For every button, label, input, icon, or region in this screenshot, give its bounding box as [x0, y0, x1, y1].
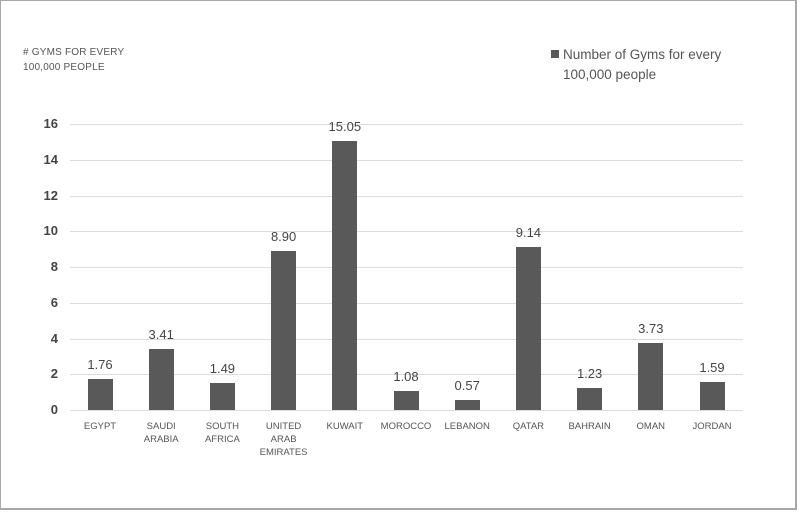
data-label: 1.23: [576, 366, 603, 381]
bar: [87, 378, 113, 410]
bar: [577, 388, 603, 410]
gridline: [70, 231, 743, 233]
x-tick-label: KUWAIT: [326, 421, 364, 432]
data-label: 8.90: [270, 228, 297, 244]
x-tick-label: SAUDI ARABIA: [143, 421, 179, 445]
y-tick-label: 8: [50, 259, 58, 274]
gridline: [70, 374, 743, 376]
data-label: 1.49: [209, 361, 236, 377]
data-label: 0.57: [454, 377, 480, 393]
legend: Number of Gyms for every 100,000 people: [551, 45, 721, 85]
bar: [332, 140, 358, 410]
data-label: 1.08: [393, 368, 419, 384]
y-tick-label: 6: [50, 294, 58, 310]
gridline: [70, 124, 743, 125]
x-tick-label: SOUTH AFRICA: [204, 421, 240, 445]
bar: [515, 246, 541, 410]
bar: [393, 390, 419, 410]
data-label: 3.41: [148, 327, 174, 343]
bar: [454, 399, 480, 410]
gridline: [70, 267, 743, 268]
y-axis-title: # GYMS FOR EVERY 100,000 PEOPLE: [23, 45, 124, 75]
bar: [638, 343, 664, 410]
data-label: 1.59: [699, 359, 725, 375]
gridline: [70, 338, 743, 340]
data-label: 15.05: [328, 118, 362, 134]
bar: [699, 381, 725, 410]
y-tick-label: 14: [43, 151, 58, 167]
bar: [209, 383, 235, 410]
gridline: [70, 302, 743, 304]
y-axis-title-line2: 100,000 PEOPLE: [23, 62, 105, 73]
x-tick-label: QATAR: [512, 421, 545, 432]
gridline: [70, 159, 743, 161]
gridline: [70, 410, 743, 411]
y-tick-label: 2: [50, 366, 58, 382]
x-tick-label: JORDAN: [692, 421, 732, 432]
data-label: 3.73: [638, 321, 664, 337]
y-tick-label: 0: [50, 402, 58, 417]
bar: [148, 349, 174, 410]
x-tick-label: UNITED ARAB EMIRATES: [259, 421, 308, 458]
y-tick-label: 4: [50, 330, 58, 346]
legend-swatch-icon: [551, 50, 559, 58]
y-tick-label: 16: [43, 116, 58, 131]
y-tick-label: 10: [43, 223, 58, 239]
gridline: [70, 195, 743, 197]
data-label: 1.76: [87, 356, 113, 372]
x-tick-label: LEBANON: [444, 421, 490, 432]
x-tick-label: EGYPT: [83, 421, 117, 432]
data-label: 9.14: [515, 224, 542, 240]
x-tick-label: BAHRAIN: [568, 421, 611, 432]
bar: [271, 250, 297, 410]
legend-label-line2: 100,000 people: [563, 67, 657, 82]
x-tick-label: OMAN: [636, 421, 666, 432]
y-axis-title-line1: # GYMS FOR EVERY: [23, 47, 125, 58]
x-tick-label: MOROCCO: [380, 421, 432, 432]
legend-label-line1: Number of Gyms for every: [563, 47, 722, 62]
y-tick-label: 12: [43, 187, 58, 203]
